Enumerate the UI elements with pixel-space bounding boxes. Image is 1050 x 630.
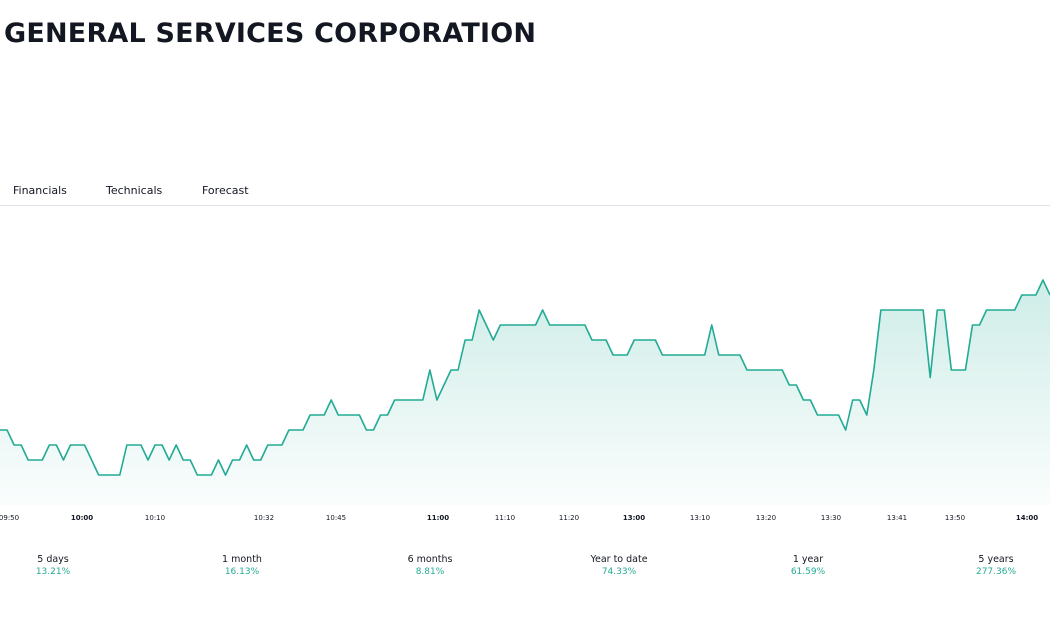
perf-year-to-date[interactable]: Year to date 74.33% — [569, 554, 669, 577]
x-tick-label: 10:00 — [71, 514, 93, 522]
x-tick-label: 10:10 — [145, 514, 165, 522]
x-tick-label: 13:00 — [623, 514, 645, 522]
perf-1-year[interactable]: 1 year 61.59% — [758, 554, 858, 577]
perf-value: 16.13% — [224, 567, 260, 577]
perf-label: 5 years — [978, 554, 1014, 565]
x-tick-label: 13:50 — [945, 514, 965, 522]
x-tick-label: 11:00 — [427, 514, 449, 522]
perf-label: 1 year — [792, 554, 824, 565]
x-tick-label: 13:30 — [821, 514, 841, 522]
x-tick-label: 13:20 — [756, 514, 776, 522]
x-tick-label: 10:32 — [254, 514, 274, 522]
x-tick-label: 09:50 — [0, 514, 19, 522]
perf-value: 277.36% — [975, 567, 1017, 577]
perf-5-days[interactable]: 5 days 13.21% — [3, 554, 103, 577]
price-area-fill — [0, 280, 1050, 505]
perf-6-months[interactable]: 6 months 8.81% — [380, 554, 480, 577]
x-tick-label: 10:45 — [326, 514, 346, 522]
price-chart[interactable]: 09:50 10:00 10:10 10:32 10:45 11:00 11:10 11:20… — [0, 205, 1050, 530]
perf-5-years[interactable]: 5 years 277.36% — [946, 554, 1046, 577]
x-tick-label: 14:00 — [1016, 514, 1038, 522]
company-name: GENERAL SERVICES CORPORATION — [4, 18, 537, 49]
perf-value: 8.81% — [415, 567, 445, 577]
tab-technicals[interactable]: Technicals — [106, 184, 163, 197]
tab-financials[interactable]: Financials — [13, 184, 67, 197]
x-tick-label: 11:20 — [559, 514, 579, 522]
perf-value: 13.21% — [35, 567, 71, 577]
perf-value: 74.33% — [601, 567, 637, 577]
perf-value: 61.59% — [790, 567, 826, 577]
x-tick-label: 13:10 — [690, 514, 710, 522]
price-chart-svg: 09:50 10:00 10:10 10:32 10:45 11:00 11:10 11:20… — [0, 279, 1050, 522]
price-line — [0, 279, 1050, 476]
perf-label: Year to date — [590, 554, 648, 565]
x-tick-label: 13:41 — [887, 514, 907, 522]
perf-1-month[interactable]: 1 month 16.13% — [192, 554, 292, 577]
tab-forecast[interactable]: Forecast — [202, 184, 249, 197]
tab-bar: Financials Technicals Forecast — [0, 178, 1050, 206]
perf-label: 6 months — [407, 554, 453, 565]
x-tick-label: 11:10 — [495, 514, 515, 522]
perf-label: 1 month — [222, 554, 262, 565]
perf-label: 5 days — [37, 554, 69, 565]
